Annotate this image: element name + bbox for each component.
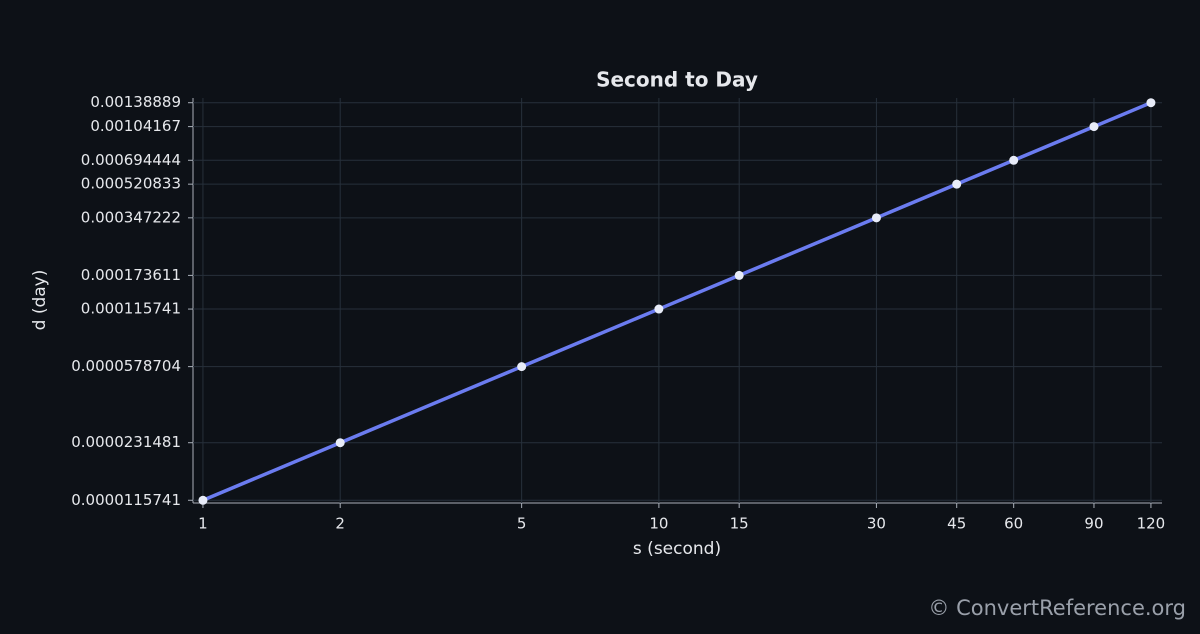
data-point <box>871 213 881 223</box>
x-axis-label: s (second) <box>633 539 721 559</box>
x-tick-label: 120 <box>1137 515 1166 533</box>
data-point <box>1009 155 1019 165</box>
x-tick-label: 1 <box>198 515 208 533</box>
y-tick-label: 0.00138889 <box>90 93 181 111</box>
y-tick-label: 0.000520833 <box>81 175 181 193</box>
x-tick-label: 2 <box>335 515 345 533</box>
x-tick-label: 45 <box>947 515 966 533</box>
y-tick-label: 0.000115741 <box>81 300 181 318</box>
data-point <box>952 179 962 189</box>
y-tick-label: 0.0000115741 <box>71 491 181 509</box>
data-point <box>198 495 208 505</box>
x-tick-label: 30 <box>867 515 886 533</box>
y-tick-label: 0.0000231481 <box>71 433 181 451</box>
data-point <box>654 304 664 314</box>
data-point <box>335 438 345 448</box>
x-tick-label: 10 <box>649 515 668 533</box>
data-point <box>734 270 744 280</box>
data-point <box>517 362 527 372</box>
x-tick-label: 60 <box>1004 515 1023 533</box>
chart-title: Second to Day <box>596 68 758 92</box>
x-tick-label: 90 <box>1084 515 1103 533</box>
x-tick-label: 15 <box>730 515 749 533</box>
data-point <box>1146 98 1156 108</box>
data-point <box>1089 122 1099 132</box>
x-tick-label: 5 <box>517 515 527 533</box>
data-line <box>202 101 1152 502</box>
y-axis-label: d (day) <box>30 270 50 331</box>
y-tick-label: 0.0000578704 <box>71 357 181 375</box>
y-tick-label: 0.000694444 <box>81 151 181 169</box>
y-tick-label: 0.00104167 <box>90 117 181 135</box>
y-tick-label: 0.000347222 <box>81 208 181 226</box>
footer-credit: © ConvertReference.org <box>928 596 1186 620</box>
y-tick-label: 0.000173611 <box>81 266 181 284</box>
